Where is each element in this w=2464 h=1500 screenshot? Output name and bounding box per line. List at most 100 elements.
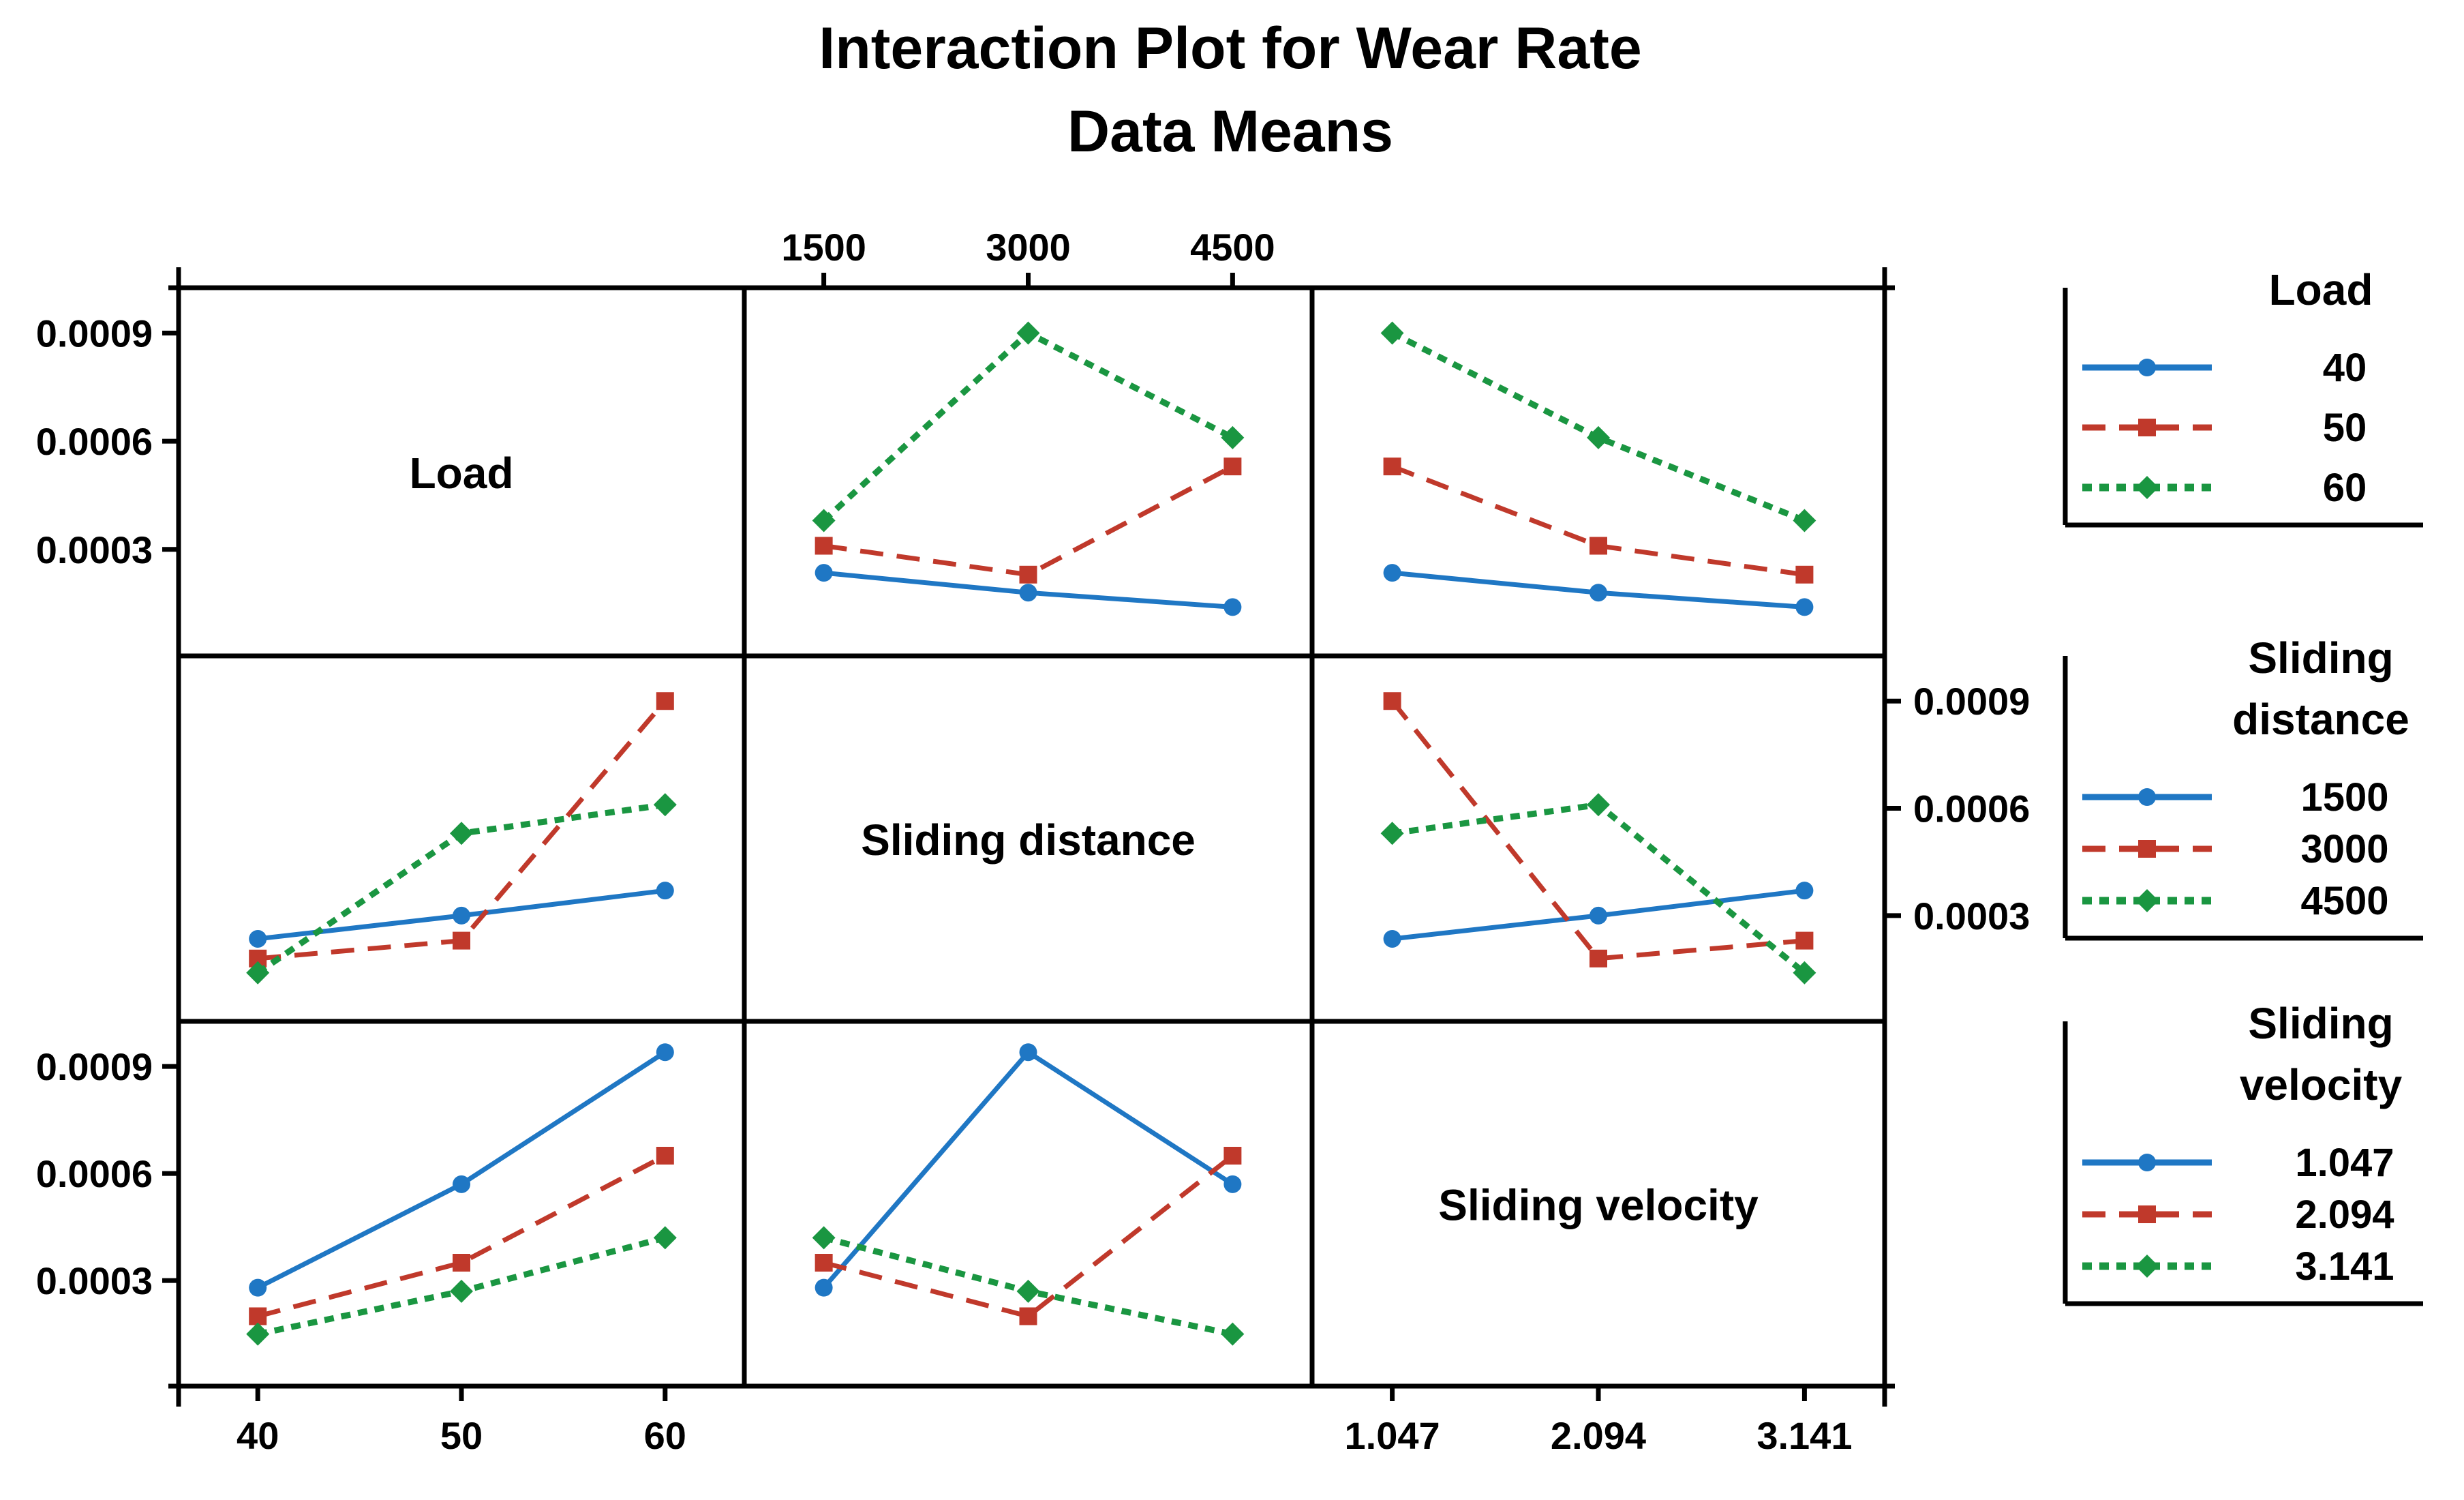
series-point-1-047-2 (656, 1043, 674, 1062)
panel-sliding-distance-by-load (246, 692, 677, 985)
series-point-1500-2 (656, 882, 674, 900)
series-point-50-2 (1223, 457, 1242, 476)
series-point-60-1 (1587, 425, 1610, 449)
series-line-60 (821, 329, 1234, 523)
series-point-3-141-1 (450, 1279, 473, 1303)
panel-load-by-sliding-velocity (1380, 321, 1816, 616)
legend-label-40: 40 (2323, 346, 2367, 390)
series-point-3000-2 (1795, 931, 1814, 950)
legend-label-50: 50 (2323, 406, 2367, 450)
series-line-60 (1390, 330, 1806, 524)
legend-marker-2-094 (2138, 1205, 2156, 1223)
series-point-50-2 (1795, 565, 1814, 584)
legend-sliding-distance: Sliding distance 1500 3000 4500 (2063, 633, 2423, 941)
series-point-40-2 (1223, 598, 1242, 616)
series-line-50 (823, 464, 1234, 578)
series-line-50 (1391, 464, 1805, 578)
y-tick-label-row2-1: 0.0006 (36, 1152, 153, 1195)
series-line-4500 (1391, 801, 1807, 976)
legend-label-1-047: 1.047 (2295, 1141, 2394, 1185)
legend-label-60: 60 (2323, 466, 2367, 510)
chart-title: Interaction Plot for Wear Rate (819, 16, 1641, 81)
legend-label-3000: 3000 (2300, 827, 2388, 871)
x-tick-label-col0-2: 60 (644, 1414, 686, 1457)
series-point-50-1 (1019, 565, 1037, 584)
series-line-1-047 (256, 1050, 667, 1290)
series-point-40-0 (815, 564, 833, 582)
series-point-3-141-2 (653, 1226, 677, 1250)
series-point-1500-0 (249, 929, 267, 948)
series-point-50-0 (815, 537, 833, 555)
series-point-1500-0 (1383, 929, 1401, 948)
series-point-4500-2 (1793, 961, 1816, 985)
x-tick-label-col0-1: 50 (440, 1414, 483, 1457)
series-point-2-094-0 (815, 1254, 833, 1272)
series-point-2-094-0 (249, 1307, 267, 1325)
y-tick-label-row1-0: 0.0009 (1913, 680, 2030, 723)
x-tick-label-col2-2: 3.141 (1756, 1414, 1852, 1457)
diagonal-label-load: Load (410, 449, 514, 498)
series-line-1-047 (821, 1049, 1234, 1289)
x-tick-label-col0-0: 40 (237, 1414, 279, 1457)
legend-marker-4500 (2135, 889, 2159, 912)
series-point-60-0 (812, 509, 836, 532)
series-point-3000-0 (1383, 692, 1401, 710)
series-point-40-1 (1590, 584, 1607, 602)
series-point-3-141-1 (1016, 1279, 1040, 1303)
series-point-1500-1 (1590, 906, 1607, 925)
series-point-4500-0 (1380, 822, 1404, 845)
x-tick-label-col2-1: 2.094 (1551, 1414, 1646, 1457)
legend-marker-60 (2135, 476, 2159, 499)
legend-title-line-1: distance (2232, 695, 2409, 744)
series-point-1500-2 (1795, 882, 1814, 900)
y-tick-label-row2-0: 0.0009 (36, 1045, 153, 1088)
x-tick-label-col1-1: 3000 (986, 226, 1071, 269)
series-point-4500-0 (246, 961, 270, 985)
series-point-3000-2 (656, 692, 674, 710)
legend-title-line-0: Sliding (2248, 999, 2393, 1048)
legend-marker-1500 (2138, 788, 2156, 806)
series-point-2-094-2 (1223, 1147, 1242, 1165)
y-tick-label-row2-2: 0.0003 (36, 1259, 153, 1302)
series-point-50-1 (1590, 537, 1607, 555)
series-point-1-047-0 (815, 1278, 833, 1297)
series-point-4500-1 (1587, 793, 1610, 817)
series-line-2-094 (823, 1154, 1234, 1319)
panel-sliding-velocity-by-load (246, 1043, 677, 1346)
series-point-3-141-2 (1221, 1322, 1245, 1346)
legend-label-4500: 4500 (2300, 879, 2388, 923)
panel-sliding-velocity-by-sliding-distance (812, 1043, 1245, 1346)
y-tick-label-row0-0: 0.0009 (36, 312, 153, 355)
legend-title-line-0: Sliding (2248, 633, 2393, 682)
chart-subtitle: Data Means (1067, 99, 1393, 164)
y-tick-label-row0-1: 0.0006 (36, 420, 153, 463)
legend-marker-40 (2138, 359, 2156, 376)
diagonal-label-sliding-velocity: Sliding velocity (1438, 1181, 1759, 1230)
series-point-1-047-0 (249, 1278, 267, 1297)
legend-label-2-094: 2.094 (2295, 1192, 2394, 1237)
x-tick-label-col1-0: 1500 (781, 226, 866, 269)
series-point-1-047-2 (1223, 1175, 1242, 1193)
legend-load: Load 40 50 60 (2063, 265, 2423, 528)
legend-label-1500: 1500 (2300, 775, 2388, 820)
series-point-40-0 (1383, 564, 1401, 582)
panel-load-by-sliding-distance (812, 321, 1245, 616)
legend-title-line-0: Load (2269, 265, 2373, 314)
series-point-60-2 (1793, 509, 1816, 532)
series-point-4500-1 (450, 822, 473, 845)
series-point-3000-1 (1590, 949, 1607, 967)
series-point-40-1 (1019, 584, 1037, 602)
series-point-4500-2 (653, 793, 677, 817)
x-tick-label-col1-2: 4500 (1190, 226, 1275, 269)
series-point-3-141-0 (246, 1322, 270, 1346)
series-point-60-2 (1221, 425, 1245, 449)
series-point-1-047-1 (453, 1175, 470, 1193)
series-point-60-0 (1380, 321, 1404, 345)
series-point-60-1 (1016, 321, 1040, 345)
series-point-3000-1 (453, 931, 470, 950)
legend-title-line-1: velocity (2240, 1060, 2403, 1109)
series-point-3-141-0 (812, 1226, 836, 1250)
legend-marker-1-047 (2138, 1154, 2156, 1171)
x-tick-label-col2-0: 1.047 (1345, 1414, 1440, 1457)
